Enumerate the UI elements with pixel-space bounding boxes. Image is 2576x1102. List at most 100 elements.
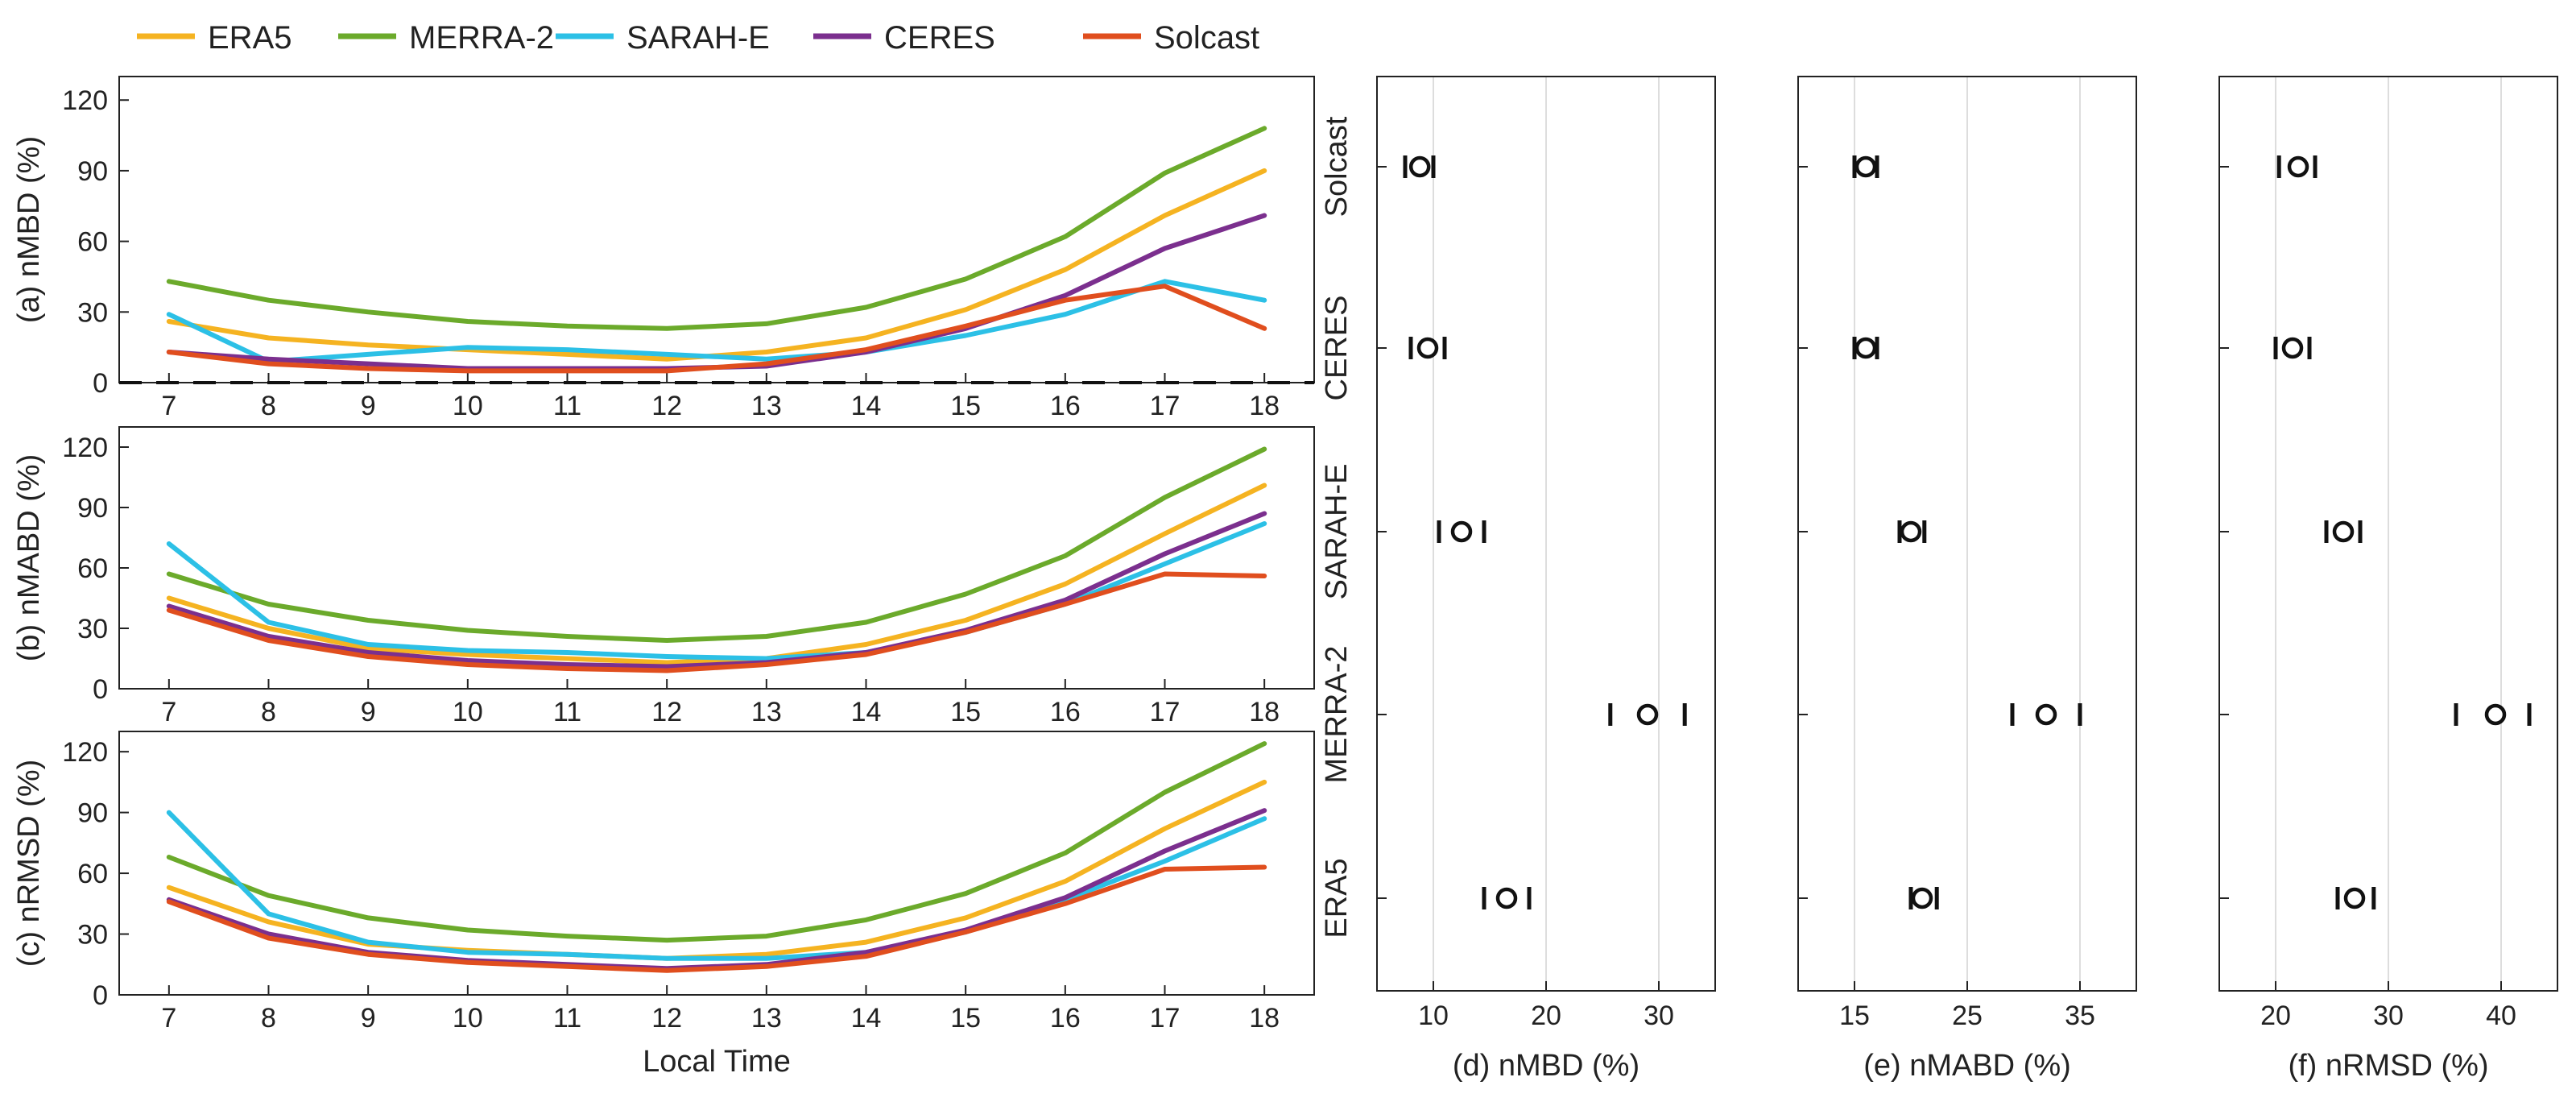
estimate-point [1636,703,1659,726]
estimate-point [1450,520,1473,543]
series-line-merra-2 [166,126,1267,331]
x-tick-label: 30 [2373,1000,2404,1031]
x-tick-label: 17 [1150,1003,1180,1034]
x-tick-label: 15 [950,1003,981,1034]
estimate-point [1495,887,1518,909]
y-tick-label: 0 [93,368,108,399]
x-axis-label: (f) nRMSD (%) [2288,1049,2488,1083]
x-tick-label: 7 [161,391,176,421]
x-tick-label: 14 [851,391,882,421]
estimate-point [2484,703,2507,726]
x-tick-label: 16 [1050,1003,1081,1034]
x-tick-label: 8 [261,1003,276,1034]
x-tick-label: 10 [453,697,483,727]
x-tick-label: 12 [651,697,682,727]
estimate-point [2343,887,2366,909]
category-label-sarah-e: SARAH-E [1320,464,1354,600]
series-line-ceres [166,213,1267,371]
x-tick-label: 20 [2260,1000,2291,1031]
x-tick-label: 11 [553,391,581,421]
panel-a: 0 30 60 90 120 7 8 9 10 11 12 13 14 15 16 17 18 (a) nMBD … [12,76,1315,421]
x-tick-label: 12 [651,1003,682,1034]
y-tick-label: 30 [77,614,108,644]
x-tick-label: 15 [950,697,981,727]
x-tick-label: 13 [751,1003,782,1034]
y-axis-label: (b) nMABD (%) [12,454,46,662]
panel-d: 10 20 30(d) nMBD (%) [1376,76,1716,1083]
y-tick-label: 60 [77,553,108,584]
series-line-solcast [166,864,1267,973]
estimate-point [1854,155,1877,178]
panel-c-frame [118,731,1315,996]
x-tick-label: 13 [751,391,782,421]
y-tick-label: 30 [77,920,108,951]
estimate-point [1416,337,1439,359]
x-tick-label: 9 [361,391,376,421]
series-line-era5 [166,483,1267,665]
x-axis-label: Local Time [643,1045,791,1079]
x-tick-label: 11 [553,1003,581,1034]
panel-e: 15 25 35 (e) nMABD (%) [1797,76,2137,1083]
x-tick-label: 15 [950,391,981,421]
x-axis-label: (e) nMABD (%) [1863,1049,2071,1083]
series-line-solcast [166,571,1267,673]
y-tick-label: 0 [93,674,108,705]
estimate-point [1408,155,1431,178]
y-axis-label: (a) nMBD (%) [12,136,46,323]
panel-f: 20 30 40 (f) nRMSD (%) [2218,76,2558,1083]
legend-label-sarah-e: SARAH-E [626,20,770,56]
panel-c: 0 30 60 90 120 7 8 9 10 11 12 13 14 15 16 17 18 (c) nRMSD… [12,731,1315,1079]
y-tick-label: 90 [77,798,108,829]
y-tick-label: 90 [77,156,108,187]
x-tick-label: 9 [361,697,376,727]
estimate-point [1911,887,1933,909]
series-line-merra-2 [166,446,1267,643]
x-tick-label: 10 [453,391,483,421]
x-tick-label: 8 [261,391,276,421]
category-label-era5: ERA5 [1320,858,1354,938]
x-tick-label: 40 [2486,1000,2516,1031]
x-tick-label: 10 [1418,1000,1449,1031]
x-tick-label: 17 [1150,697,1180,727]
legend-label-era5: ERA5 [208,20,292,56]
x-tick-label: 9 [361,1003,376,1034]
x-tick-label: 13 [751,697,782,727]
series-line-ceres [166,511,1267,669]
estimate-point [2281,337,2304,359]
series-line-solcast [166,284,1267,374]
x-tick-label: 14 [851,1003,882,1034]
estimate-point [2332,520,2355,543]
y-axis-label: (c) nRMSD (%) [12,760,46,967]
x-tick-label: 25 [1952,1000,1983,1031]
x-tick-label: 16 [1050,697,1081,727]
x-tick-label: 18 [1249,697,1280,727]
x-tick-label: 12 [651,391,682,421]
x-tick-label: 7 [161,1003,176,1034]
series-line-merra-2 [166,741,1267,943]
x-tick-label: 18 [1249,1003,1280,1034]
estimate-point [1854,337,1877,359]
x-tick-label: 10 [453,1003,483,1034]
category-label-solcast: Solcast [1320,116,1354,217]
x-axis-label: (d) nMBD (%) [1453,1049,1639,1083]
x-tick-label: 7 [161,697,176,727]
y-tick-label: 90 [77,493,108,524]
series-line-era5 [166,168,1267,362]
legend-label-merra-2: MERRA-2 [409,20,554,56]
y-tick-label: 120 [62,433,108,463]
x-tick-label: 17 [1150,391,1180,421]
category-label-merra-2: MERRA-2 [1320,645,1354,783]
panel-b: 0 30 60 90 120 7 8 9 10 11 12 13 14 15 16 17 18 (b) nMABD… [12,426,1315,727]
x-tick-label: 16 [1050,391,1081,421]
estimate-point [2287,155,2309,178]
legend-label-solcast: Solcast [1154,20,1259,56]
y-tick-label: 120 [62,85,108,116]
y-tick-label: 120 [62,737,108,768]
x-tick-label: 8 [261,697,276,727]
x-tick-label: 14 [851,697,882,727]
legend-label-ceres: CERES [884,20,995,56]
x-tick-label: 20 [1531,1000,1561,1031]
panel-b-frame [118,426,1315,690]
